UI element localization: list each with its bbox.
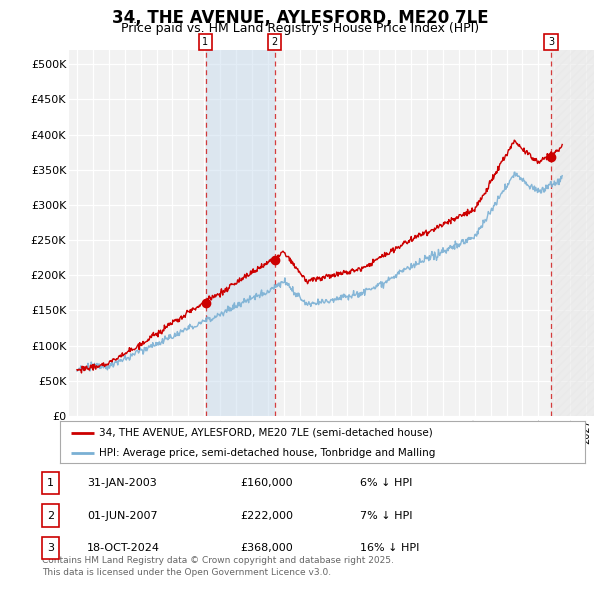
Text: 3: 3 (548, 37, 554, 47)
Bar (551, 50, 594, 416)
Text: 18-OCT-2024: 18-OCT-2024 (87, 543, 160, 553)
Bar (206, 50, 275, 416)
Text: 34, THE AVENUE, AYLESFORD, ME20 7LE (semi-detached house): 34, THE AVENUE, AYLESFORD, ME20 7LE (sem… (100, 428, 433, 438)
Text: HPI: Average price, semi-detached house, Tonbridge and Malling: HPI: Average price, semi-detached house,… (100, 448, 436, 457)
Text: 1: 1 (202, 37, 209, 47)
Text: 2: 2 (271, 37, 278, 47)
Text: 3: 3 (47, 543, 54, 553)
Text: £222,000: £222,000 (240, 511, 293, 520)
Text: 31-JAN-2003: 31-JAN-2003 (87, 478, 157, 488)
Text: Contains HM Land Registry data © Crown copyright and database right 2025.
This d: Contains HM Land Registry data © Crown c… (42, 556, 394, 577)
Text: £160,000: £160,000 (240, 478, 293, 488)
Text: 16% ↓ HPI: 16% ↓ HPI (360, 543, 419, 553)
Text: 01-JUN-2007: 01-JUN-2007 (87, 511, 158, 520)
Text: 7% ↓ HPI: 7% ↓ HPI (360, 511, 413, 520)
Text: £368,000: £368,000 (240, 543, 293, 553)
Text: 1: 1 (47, 478, 54, 488)
Text: 6% ↓ HPI: 6% ↓ HPI (360, 478, 412, 488)
Text: Price paid vs. HM Land Registry's House Price Index (HPI): Price paid vs. HM Land Registry's House … (121, 22, 479, 35)
Text: 34, THE AVENUE, AYLESFORD, ME20 7LE: 34, THE AVENUE, AYLESFORD, ME20 7LE (112, 9, 488, 27)
Text: 2: 2 (47, 511, 54, 520)
